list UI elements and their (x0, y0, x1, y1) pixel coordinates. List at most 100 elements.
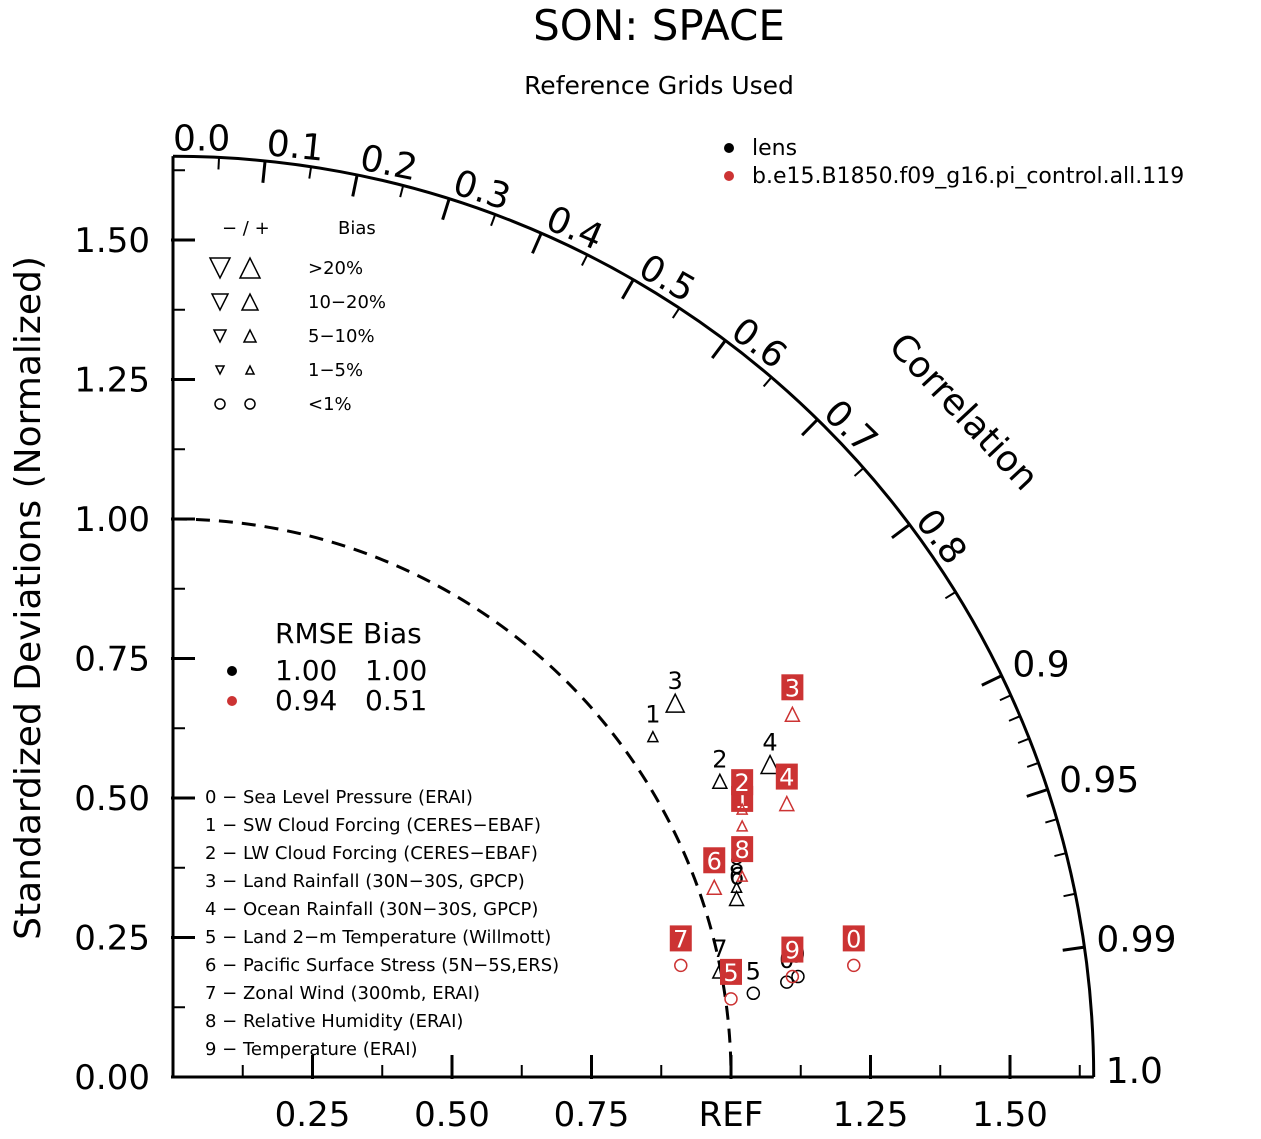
series-1-point-8-label-bg (731, 836, 754, 863)
series-1-point-7-marker (674, 958, 688, 973)
corr-tick-label: 0.3 (448, 162, 515, 218)
series-1-point-0-marker (847, 958, 861, 973)
bias-minus-circle (214, 398, 226, 410)
variable-key-item: 6 − Pacific Surface Stress (5N−5S,ERS) (205, 955, 559, 976)
corr-minor-tick (399, 185, 405, 198)
legend-series-1-dot (724, 171, 734, 181)
marker-legend-row-label: >20% (308, 258, 363, 279)
legend-series-0-dot (724, 143, 734, 153)
corr-minor-tick (1017, 737, 1030, 744)
series-1-point-5-marker (724, 992, 738, 1006)
corr-tick (981, 674, 1003, 687)
bias-plus-triangle-up (242, 328, 258, 343)
corr-tick (441, 198, 451, 221)
series-0-point-3-marker (664, 692, 686, 713)
corr-tick-label: 0.1 (265, 123, 326, 170)
stats-row-rmse: 0.94 (275, 684, 337, 717)
series-1-point-9-label-bg (781, 936, 804, 963)
series-1-point-5-label-bg (720, 958, 742, 985)
series-1-point-1-marker (735, 819, 749, 832)
series-1-point-3-label-bg (781, 674, 804, 701)
corr-minor-tick (671, 307, 681, 319)
y-tick-label: 1.25 (74, 361, 150, 401)
series-1-point-0-label: 0 (846, 925, 861, 953)
marker-legend-header-label: Bias (338, 218, 376, 239)
corr-minor-tick (1054, 852, 1067, 858)
series-0-point-1-label: 1 (645, 701, 660, 729)
series-1-point-9-marker (785, 969, 800, 984)
variable-key-item: 9 − Temperature (ERAI) (205, 1039, 418, 1060)
series-0-point-5-label: 5 (746, 957, 761, 985)
x-tick-label: 0.25 (275, 1095, 351, 1135)
corr-tick-label: 0.5 (632, 247, 702, 311)
corr-minor-tick (490, 214, 497, 227)
series-1-point-2-label: 2 (735, 769, 750, 797)
corr-tick (1062, 945, 1085, 952)
bias-plus-circle (244, 398, 256, 410)
series-1-point-9-label: 9 (785, 937, 800, 965)
corr-minor-tick (217, 157, 221, 170)
variable-key-item: 2 − LW Cloud Forcing (CERES−EBAF) (205, 843, 538, 864)
corr-tick (1026, 788, 1049, 798)
series-0-point-4-marker (759, 753, 781, 775)
bias-minus-triangle-down (210, 293, 230, 312)
stats-row-dot (227, 666, 237, 676)
series-0-point-3-label: 3 (668, 667, 683, 695)
corr-minor-tick (944, 591, 957, 600)
series-0-point-5-marker (746, 986, 761, 1001)
chart-subtitle: Reference Grids Used (524, 71, 794, 100)
corr-tick (711, 339, 727, 359)
x-tick-label: REF (699, 1095, 764, 1135)
series-0-point-2-label: 2 (712, 745, 727, 773)
series-1-point-4-marker (778, 794, 796, 812)
corr-minor-tick (1008, 715, 1021, 722)
corr-tick-label: 0.8 (907, 502, 974, 572)
bias-minus-triangle-down (208, 257, 232, 280)
x-tick-label: 0.50 (414, 1095, 490, 1135)
bias-plus-triangle-up (238, 256, 262, 279)
corr-tick (891, 523, 911, 539)
series-0-point-6-marker (728, 889, 745, 907)
series-1-point-6-marker (706, 878, 723, 896)
series-0-point-7-label: 7 (712, 935, 727, 963)
series-1-point-4-label-bg (775, 763, 798, 790)
series-1-point-3-marker (784, 705, 801, 723)
corr-minor-tick (762, 376, 773, 388)
corr-tick-label: 0.0 (173, 118, 230, 159)
bias-plus-triangle-up (240, 292, 260, 311)
corr-tick (621, 278, 635, 300)
series-0-point-1-marker (646, 729, 660, 743)
marker-legend-header-signs: − / + (222, 218, 270, 239)
marker-legend-row-label: 1−5% (308, 360, 363, 381)
series-1-point-6-label: 6 (707, 847, 722, 875)
y-tick-label: 0.75 (74, 640, 150, 680)
corr-minor-tick (1045, 818, 1058, 824)
series-1-point-2-marker (735, 802, 749, 815)
corr-tick-label: 0.95 (1059, 760, 1139, 801)
y-tick-label: 0.25 (74, 919, 150, 959)
y-tick-label: 1.50 (74, 221, 150, 261)
corr-minor-tick (999, 694, 1012, 702)
corr-tick-label: 0.9 (1012, 644, 1069, 685)
corr-tick-label: 0.4 (540, 198, 609, 258)
corr-tick (531, 232, 543, 254)
variable-key-item: 8 − Relative Humidity (ERAI) (205, 1011, 463, 1032)
bias-minus-triangle-down (212, 329, 228, 344)
series-1-point-0-label-bg (842, 925, 865, 952)
variable-key-item: 4 − Ocean Rainfall (30N−30S, GPCP) (205, 899, 538, 920)
variable-key-item: 0 − Sea Level Pressure (ERAI) (205, 787, 473, 808)
correlation-label: Correlation (881, 326, 1046, 499)
y-axis-label: Standardized Deviations (Normalized) (8, 256, 49, 940)
series-0-point-9-marker (791, 969, 805, 984)
corr-minor-tick (581, 254, 589, 266)
variable-key-item: 1 − SW Cloud Forcing (CERES−EBAF) (205, 815, 541, 836)
corr-tick-label: 0.2 (357, 138, 421, 190)
series-1-point-8-label: 8 (735, 836, 750, 864)
marker-legend-row-label: <1% (308, 394, 352, 415)
series-1-point-2-label-bg (731, 769, 754, 796)
corr-minor-tick (308, 166, 313, 179)
corr-tick (351, 174, 359, 197)
corr-tick-label: 1.0 (1106, 1051, 1163, 1092)
marker-legend-row-label: 10−20% (308, 292, 386, 313)
